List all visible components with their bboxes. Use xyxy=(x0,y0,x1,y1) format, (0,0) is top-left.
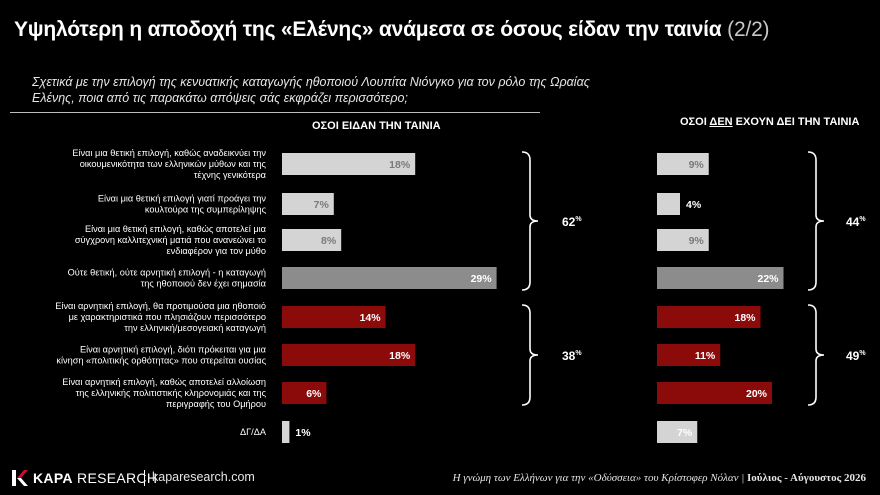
page-title: Υψηλότερη η αποδοχή της «Ελένης» ανάμεσα… xyxy=(14,18,770,42)
bar-value-label: 18% xyxy=(734,312,756,324)
group-total-label: 62% xyxy=(562,215,582,229)
category-label: ΔΓ/ΔΑ xyxy=(240,427,267,437)
bar xyxy=(657,193,680,215)
group-total-suffix: % xyxy=(575,350,582,357)
study-title: Η γνώμη των Ελλήνων για την «Οδύσσεια» τ… xyxy=(452,472,739,484)
bar xyxy=(282,382,327,404)
category-label-line: Είναι αρνητική επιλογή, διότι πρόκειται … xyxy=(80,344,267,354)
bar-value-label: 22% xyxy=(757,273,779,285)
bar-value-label: 18% xyxy=(389,350,411,362)
brand-logo: KAPA RESEARCH xyxy=(12,470,157,486)
category-label-line: τέχνης γενικότερα xyxy=(194,170,267,180)
right-column-title: ΟΣΟΙ ΔΕΝ ΕΧΟΥΝ ΔΕΙ ΤΗΝ ΤΑΙΝΙΑ xyxy=(680,116,859,128)
bar-value-label: 9% xyxy=(689,235,705,247)
group-total-suffix: % xyxy=(859,350,866,357)
right-column-title-post: ΕΧΟΥΝ ΔΕΙ ΤΗΝ ΤΑΙΝΙΑ xyxy=(732,116,860,128)
bar-value-label: 18% xyxy=(389,159,411,171)
survey-question: Σχετικά με την επιλογή της κενυατικής κα… xyxy=(32,75,590,105)
question-divider xyxy=(10,112,540,113)
category-label: Είναι αρνητική επιλογή, θα προτιμούσα μι… xyxy=(55,301,266,333)
website-link[interactable]: kaparesearch.com xyxy=(152,470,255,484)
right-column-title-pre: ΟΣΟΙ xyxy=(680,116,710,128)
category-label-line: την ελληνική/μεσογειακή καταγωγή xyxy=(124,323,266,333)
footer-study-info: Η γνώμη των Ελλήνων για την «Οδύσσεια» τ… xyxy=(452,472,866,484)
brand-bold: KAPA xyxy=(33,470,73,486)
group-bracket xyxy=(521,151,539,291)
bar-value-label: 4% xyxy=(686,199,702,211)
category-label-line: με χαρακτηριστικά που πλησιάζουν περισσό… xyxy=(69,312,266,322)
bar xyxy=(657,267,784,289)
bar-value-label: 6% xyxy=(306,388,322,400)
category-label-line: Είναι μια θετική επιλογή γιατί προάγει τ… xyxy=(98,193,266,203)
category-label: Είναι αρνητική επιλογή, καθώς αποτελεί α… xyxy=(62,377,266,409)
category-label-line: Είναι αρνητική επιλογή, θα προτιμούσα μι… xyxy=(55,301,266,311)
bar xyxy=(657,344,721,366)
category-label-line: κουλτούρα της συμπερίληψης xyxy=(145,205,267,215)
group-total-label: 38% xyxy=(562,349,582,363)
bar-value-label: 1% xyxy=(295,427,311,439)
bar-value-label: 29% xyxy=(471,273,493,285)
category-label-line: Είναι μια θετική επιλογή, καθώς αναδεικν… xyxy=(72,148,266,158)
kapa-logo-icon xyxy=(12,470,28,486)
group-total-suffix: % xyxy=(575,216,582,223)
bar xyxy=(282,153,416,175)
category-label-line: περιγραφής του Ομήρου xyxy=(166,399,266,409)
bar-value-label: 14% xyxy=(360,312,382,324)
study-period: Ιούλιος - Αύγουστος 2026 xyxy=(747,472,866,484)
bar xyxy=(657,421,698,443)
category-label-line: Είναι μια θετική επιλογή, καθώς αποτελεί… xyxy=(85,224,267,234)
right-column-title-underlined: ΔΕΝ xyxy=(709,116,733,128)
category-label: Είναι μια θετική επιλογή, καθώς αποτελεί… xyxy=(75,224,267,256)
group-bracket xyxy=(807,151,825,291)
category-label-line: Ούτε θετική, ούτε αρνητική επιλογή - η κ… xyxy=(68,267,266,277)
bar-value-label: 11% xyxy=(695,350,716,362)
bar xyxy=(282,193,334,215)
bar xyxy=(282,229,342,251)
category-label: Ούτε θετική, ούτε αρνητική επιλογή - η κ… xyxy=(68,267,267,288)
bar xyxy=(657,153,709,175)
bar-value-label: 9% xyxy=(689,159,705,171)
category-label: Είναι μια θετική επιλογή, καθώς αναδεικν… xyxy=(72,148,266,180)
brand-light: RESEARCH xyxy=(72,470,158,486)
category-label-line: ενδιαφέρον για τον μύθο xyxy=(167,246,266,256)
group-bracket xyxy=(807,304,825,406)
category-label-line: κίνηση «πολιτικής ορθότητας» που στερείτ… xyxy=(56,356,266,366)
bar xyxy=(657,229,709,251)
bar-value-label: 20% xyxy=(746,388,768,400)
bar xyxy=(282,421,290,443)
bar xyxy=(282,267,497,289)
bar xyxy=(282,306,386,328)
bar xyxy=(282,344,416,366)
category-label-line: σύγχρονη καλλιτεχνική ματιά που ανανεώνε… xyxy=(75,235,266,245)
bar-value-label: 8% xyxy=(321,235,337,247)
bar-value-label: 7% xyxy=(677,427,693,439)
category-label: Είναι αρνητική επιλογή, διότι πρόκειται … xyxy=(56,344,266,365)
category-label-line: ΔΓ/ΔΑ xyxy=(240,427,267,437)
bar xyxy=(657,382,772,404)
group-total-suffix: % xyxy=(859,216,866,223)
category-label-line: της ηθοποιού δεν έχει σημασία xyxy=(141,279,267,289)
left-column-title: ΟΣΟΙ ΕΙΔΑΝ ΤΗΝ ΤΑΙΝΙΑ xyxy=(312,120,441,132)
group-total-label: 49% xyxy=(846,349,866,363)
bar-value-label: 7% xyxy=(314,199,330,211)
category-label: Είναι μια θετική επιλογή γιατί προάγει τ… xyxy=(98,193,267,214)
title-text: Υψηλότερη η αποδοχή της «Ελένης» ανάμεσα… xyxy=(14,18,722,41)
page-indicator: (2/2) xyxy=(727,18,770,41)
category-label-line: της ελληνικής πολιτιστικής κληρονομιάς κ… xyxy=(76,388,267,398)
group-total-label: 44% xyxy=(846,215,866,229)
category-label-line: οικουμενικότητα των ελληνικών μύθων και … xyxy=(80,159,267,169)
footer-separator xyxy=(144,470,145,486)
category-label-line: Είναι αρνητική επιλογή, καθώς αποτελεί α… xyxy=(62,377,266,387)
brand-name: KAPA RESEARCH xyxy=(33,470,157,486)
group-bracket xyxy=(521,304,539,406)
bar xyxy=(657,306,761,328)
